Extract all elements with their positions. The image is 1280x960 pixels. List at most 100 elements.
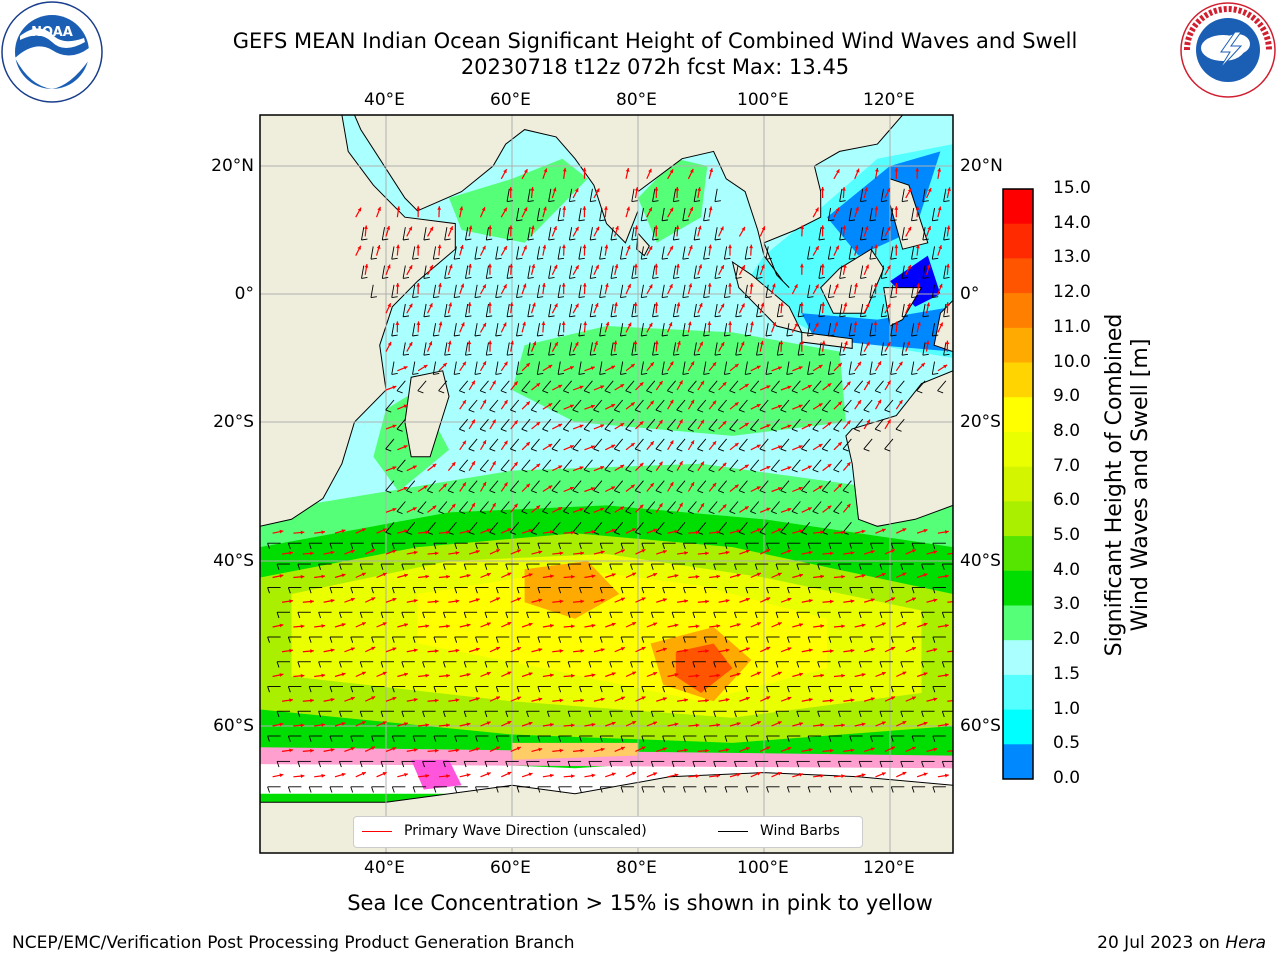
wind-barb-flag (557, 334, 565, 337)
wind-barb-flag (860, 238, 867, 241)
wind-barb (521, 501, 531, 512)
wave-arrow-head (728, 244, 732, 249)
wind-barb-flag (297, 661, 301, 668)
wind-barb-flag (759, 409, 766, 413)
wave-arrow-head (492, 502, 496, 507)
wave-arrow-head (552, 187, 557, 192)
wave-arrow-head (815, 207, 819, 212)
wave-arrow-head (684, 748, 688, 753)
wave-arrow-head (503, 361, 508, 366)
wind-barb (613, 399, 624, 411)
wave-arrow-head (630, 484, 635, 489)
wind-barb-flag (557, 373, 565, 375)
wind-barb (791, 380, 801, 392)
wind-barb-flag (849, 686, 853, 693)
wind-barb (646, 459, 656, 471)
wind-barb-flag (828, 686, 832, 693)
legend-wave-direction-label: Primary Wave Direction (unscaled) (404, 823, 647, 839)
wind-barb-flag (521, 511, 528, 515)
wind-barb (833, 501, 843, 512)
wind-barb (776, 303, 781, 317)
wave-arrow-head (459, 206, 464, 211)
wind-barb-flag (941, 612, 945, 619)
wind-barb-flag (338, 612, 342, 619)
wave-arrow-head (382, 622, 387, 626)
wind-barb-flag (881, 277, 888, 279)
wind-barb (812, 380, 822, 392)
wind-barb (869, 284, 873, 298)
lon-label-top-40e: 40°E (364, 90, 405, 110)
wind-barb (613, 480, 624, 491)
wind-barb (922, 265, 926, 279)
wave-arrow-head (886, 341, 891, 346)
wave-arrow-head (570, 624, 575, 629)
wind-barb-flag (423, 238, 430, 241)
wind-barb-flag (765, 296, 772, 299)
wind-barb-flag (881, 353, 888, 356)
wind-barb (687, 459, 697, 471)
wave-arrow-head (818, 485, 823, 490)
wave-arrow-head (579, 424, 584, 429)
wave-arrow-head (749, 283, 754, 287)
wind-barb-flag (505, 711, 509, 718)
wind-barb (613, 522, 624, 533)
wave-arrow-head (662, 697, 667, 701)
wind-barb (848, 284, 852, 298)
wave-arrow-head (558, 507, 563, 511)
wind-barb-flag (890, 543, 894, 550)
wind-barb (474, 323, 478, 337)
wind-barb (922, 188, 926, 202)
wind-barb (880, 303, 884, 317)
wave-arrow-head (486, 572, 491, 577)
wind-barb (412, 361, 416, 375)
colorbar-segment (1003, 223, 1033, 259)
wave-arrow-head (907, 265, 911, 270)
wave-arrow-head (761, 226, 766, 231)
wind-barb-flag (599, 373, 606, 375)
wind-barb-flag (734, 563, 737, 570)
wave-arrow-head (404, 623, 408, 627)
wind-barb (676, 480, 686, 491)
wind-barb-flag (563, 390, 570, 394)
wind-barb (536, 361, 540, 375)
wave-arrow-head (357, 207, 362, 212)
wave-arrow-head (632, 671, 637, 676)
wind-barb-flag (604, 390, 611, 394)
wind-barb-flag (839, 315, 846, 318)
wind-barb-flag (791, 511, 798, 515)
wind-barb-flag (521, 390, 528, 394)
wave-arrow-head (835, 169, 840, 174)
wind-barb-flag (422, 563, 425, 570)
wave-arrow-head (944, 574, 949, 579)
wind-barb-flag (796, 761, 800, 768)
colorbar (1002, 188, 1034, 780)
wind-barb-flag (646, 428, 653, 432)
wind-barb-flag (745, 686, 749, 693)
wind-barb (447, 522, 457, 533)
wave-arrow-head (516, 746, 521, 751)
wind-barb-flag (558, 686, 562, 693)
wave-arrow-head (926, 264, 931, 269)
wave-arrow-head (516, 549, 521, 553)
wind-barb-flag (583, 428, 590, 432)
wind-barb-flag (403, 238, 410, 241)
wave-arrow-head (423, 364, 428, 369)
wave-arrow-head (600, 507, 605, 512)
wind-barb-flag (630, 563, 633, 570)
colorbar-tick-label: 3.0 (1053, 594, 1081, 615)
wind-barb-flag (459, 469, 466, 473)
wind-barb (666, 501, 676, 512)
wind-barb (589, 227, 593, 241)
wave-arrow-head (310, 649, 314, 653)
wind-barb-flag (465, 277, 472, 279)
wave-arrow-head (503, 207, 507, 212)
wind-barb-flag (754, 711, 758, 718)
wave-arrow-head (945, 302, 950, 306)
wave-arrow-head (392, 466, 397, 470)
wave-arrow-head (902, 528, 907, 532)
colorbar-segment (1003, 466, 1033, 502)
wave-arrow-head (429, 265, 433, 270)
wave-arrow-head (902, 721, 907, 725)
wave-arrow-head (933, 648, 938, 652)
wave-arrow-head (705, 599, 709, 604)
